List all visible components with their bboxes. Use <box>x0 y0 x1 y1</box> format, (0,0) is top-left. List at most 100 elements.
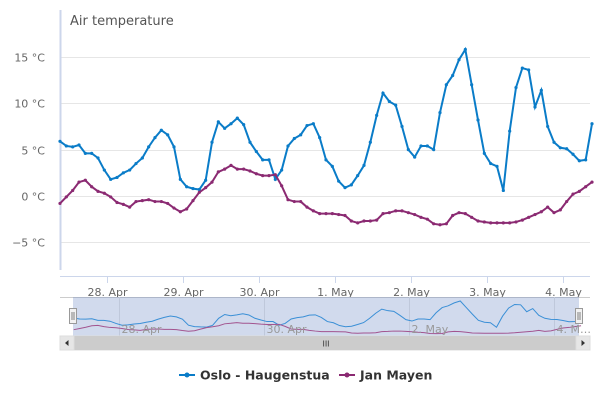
data-point[interactable] <box>375 218 379 222</box>
data-point[interactable] <box>558 146 562 150</box>
data-point[interactable] <box>197 187 201 192</box>
data-point[interactable] <box>451 213 455 218</box>
data-point[interactable] <box>254 172 258 176</box>
data-point[interactable] <box>400 124 404 129</box>
data-point[interactable] <box>577 189 581 193</box>
data-point[interactable] <box>425 144 429 148</box>
data-point[interactable] <box>311 122 315 126</box>
data-point[interactable] <box>223 167 227 171</box>
data-point[interactable] <box>128 205 132 209</box>
data-point[interactable] <box>292 136 296 141</box>
data-point[interactable] <box>267 158 271 162</box>
data-point[interactable] <box>330 164 334 168</box>
data-point[interactable] <box>343 213 347 218</box>
data-point[interactable] <box>261 174 265 178</box>
data-point[interactable] <box>96 189 100 193</box>
data-point[interactable] <box>444 222 448 226</box>
data-point[interactable] <box>381 91 385 95</box>
data-point[interactable] <box>337 179 341 183</box>
data-point[interactable] <box>533 105 537 109</box>
data-point[interactable] <box>191 186 195 191</box>
data-point[interactable] <box>330 212 334 216</box>
scroll-left-button[interactable] <box>59 335 75 351</box>
data-point[interactable] <box>305 123 309 128</box>
data-point[interactable] <box>546 205 550 209</box>
data-point[interactable] <box>368 140 372 144</box>
data-point[interactable] <box>280 168 284 172</box>
data-point[interactable] <box>128 168 132 172</box>
data-point[interactable] <box>495 221 499 225</box>
data-point[interactable] <box>533 212 537 217</box>
data-point[interactable] <box>362 163 366 168</box>
data-point[interactable] <box>470 83 474 87</box>
data-point[interactable] <box>229 163 233 168</box>
data-point[interactable] <box>356 221 360 225</box>
data-point[interactable] <box>324 158 328 162</box>
data-point[interactable] <box>520 66 524 70</box>
data-point[interactable] <box>273 177 277 181</box>
data-point[interactable] <box>102 191 106 195</box>
data-point[interactable] <box>584 158 588 162</box>
data-point[interactable] <box>571 152 575 156</box>
data-point[interactable] <box>115 175 119 180</box>
data-point[interactable] <box>577 159 581 163</box>
data-point[interactable] <box>191 199 195 203</box>
data-point[interactable] <box>463 47 467 52</box>
data-point[interactable] <box>495 164 499 168</box>
data-point[interactable] <box>121 202 125 206</box>
data-point[interactable] <box>58 139 62 143</box>
data-point[interactable] <box>463 212 467 216</box>
scrollbar[interactable]: III <box>59 335 591 351</box>
data-point[interactable] <box>394 209 398 213</box>
data-point[interactable] <box>178 210 182 214</box>
data-point[interactable] <box>438 223 442 227</box>
data-point[interactable] <box>197 190 201 194</box>
data-point[interactable] <box>527 68 531 72</box>
data-point[interactable] <box>64 144 68 148</box>
data-point[interactable] <box>489 161 493 166</box>
data-point[interactable] <box>159 199 163 204</box>
data-point[interactable] <box>406 211 410 215</box>
data-point[interactable] <box>58 201 62 206</box>
data-point[interactable] <box>590 180 594 184</box>
data-point[interactable] <box>140 156 144 160</box>
data-point[interactable] <box>185 207 189 211</box>
data-point[interactable] <box>432 222 436 226</box>
data-point[interactable] <box>172 145 176 149</box>
data-point[interactable] <box>153 199 157 204</box>
data-point[interactable] <box>90 185 94 189</box>
scroll-right-button[interactable] <box>575 335 591 351</box>
data-point[interactable] <box>508 221 512 225</box>
legend-item-oslo[interactable]: Oslo - Haugenstua <box>179 368 330 383</box>
navigator[interactable]: 28. Apr 30. Apr 2. May 4. M… <box>60 297 591 336</box>
data-point[interactable] <box>565 199 569 204</box>
data-point[interactable] <box>552 211 556 215</box>
data-point[interactable] <box>102 168 106 172</box>
data-point[interactable] <box>476 118 480 122</box>
data-point[interactable] <box>565 147 569 151</box>
data-point[interactable] <box>514 85 518 90</box>
data-point[interactable] <box>109 177 113 181</box>
data-point[interactable] <box>400 209 404 213</box>
data-point[interactable] <box>546 124 550 129</box>
data-point[interactable] <box>324 212 328 216</box>
data-point[interactable] <box>83 178 87 182</box>
data-point[interactable] <box>311 209 315 213</box>
data-point[interactable] <box>71 188 75 193</box>
data-point[interactable] <box>261 158 265 162</box>
data-point[interactable] <box>134 161 138 166</box>
data-point[interactable] <box>64 195 68 199</box>
data-point[interactable] <box>438 110 442 115</box>
data-point[interactable] <box>223 126 227 130</box>
data-point[interactable] <box>514 220 518 224</box>
data-point[interactable] <box>457 58 461 62</box>
data-point[interactable] <box>280 184 284 188</box>
data-point[interactable] <box>368 219 372 223</box>
data-point[interactable] <box>83 151 87 155</box>
data-point[interactable] <box>178 177 182 181</box>
data-point[interactable] <box>286 144 290 148</box>
navigator-handle-right[interactable] <box>575 308 583 324</box>
data-point[interactable] <box>451 73 455 78</box>
data-point[interactable] <box>343 186 347 190</box>
data-point[interactable] <box>166 201 170 206</box>
